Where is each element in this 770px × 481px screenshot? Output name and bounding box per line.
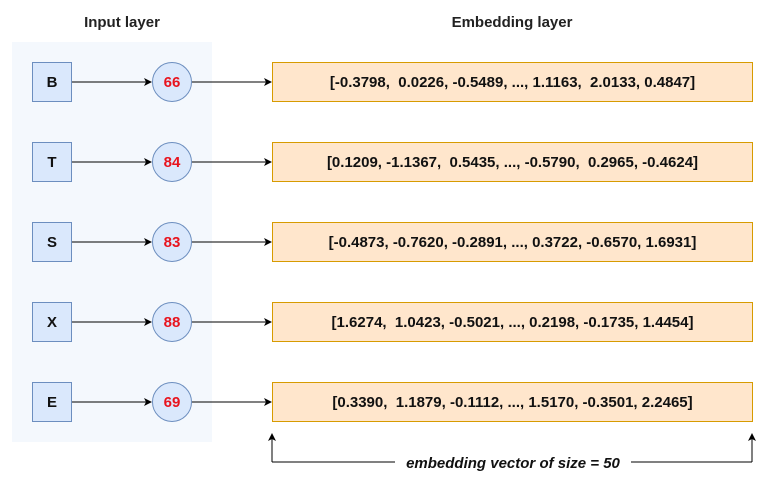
vector-size-caption: embedding vector of size = 50: [395, 455, 631, 473]
ascii-code-node: 84: [152, 142, 192, 182]
input-character-node: X: [32, 302, 72, 342]
embedding-row: T 84 [0.1209, -1.1367, 0.5435, ..., -0.579…: [0, 142, 770, 182]
embedding-vector-box: [0.1209, -1.1367, 0.5435, ..., -0.5790, …: [272, 142, 753, 182]
embedding-layer-heading: Embedding layer: [451, 14, 573, 31]
embedding-row: X 88 [1.6274, 1.0423, -0.5021, ..., 0.2198…: [0, 302, 770, 342]
embedding-row: E 69 [0.3390, 1.1879, -0.1112, ..., 1.5170…: [0, 382, 770, 422]
ascii-code-node: 83: [152, 222, 192, 262]
embedding-vector-box: [0.3390, 1.1879, -0.1112, ..., 1.5170, -…: [272, 382, 753, 422]
embedding-vector-box: [1.6274, 1.0423, -0.5021, ..., 0.2198, -…: [272, 302, 753, 342]
input-character-node: E: [32, 382, 72, 422]
embedding-vector-box: [-0.3798, 0.0226, -0.5489, ..., 1.1163, …: [272, 62, 753, 102]
embedding-row: S 83 [-0.4873, -0.7620, -0.2891, ..., 0.37…: [0, 222, 770, 262]
input-layer-heading: Input layer: [84, 14, 160, 31]
ascii-code-node: 88: [152, 302, 192, 342]
embedding-row: B 66 [-0.3798, 0.0226, -0.5489, ..., 1.116…: [0, 62, 770, 102]
input-character-node: S: [32, 222, 72, 262]
input-character-node: T: [32, 142, 72, 182]
ascii-code-node: 69: [152, 382, 192, 422]
embedding-vector-box: [-0.4873, -0.7620, -0.2891, ..., 0.3722,…: [272, 222, 753, 262]
input-character-node: B: [32, 62, 72, 102]
ascii-code-node: 66: [152, 62, 192, 102]
